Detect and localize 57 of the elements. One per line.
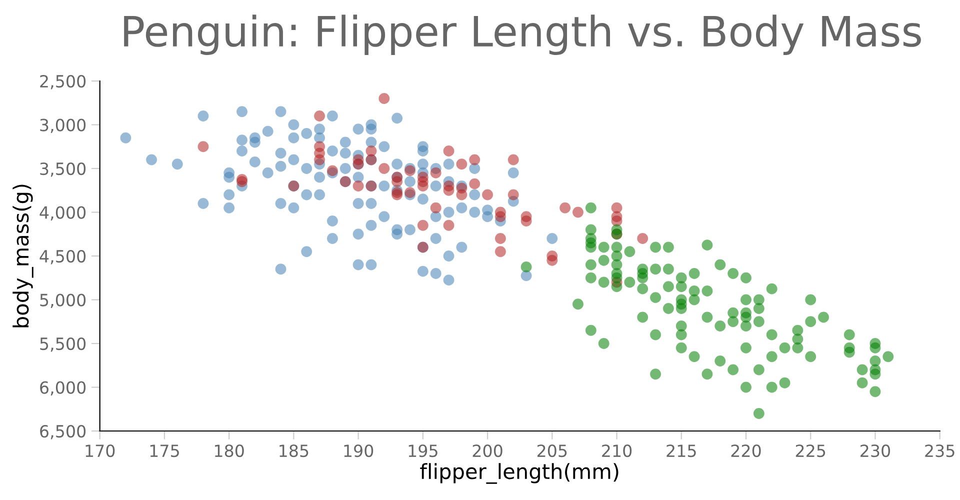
- point: [352, 180, 364, 192]
- point: [314, 154, 325, 166]
- x-tick-label: 225: [796, 444, 826, 458]
- point: [430, 167, 442, 178]
- point: [520, 216, 532, 226]
- y-tick-label: 5,000: [40, 294, 86, 308]
- point: [494, 246, 506, 258]
- y-tick-label: 3,000: [40, 118, 86, 134]
- point: [469, 154, 480, 166]
- point: [314, 110, 325, 122]
- x-tick-label: 210: [602, 444, 632, 458]
- point: [443, 220, 454, 231]
- point: [469, 178, 480, 190]
- point: [378, 93, 390, 104]
- x-axis-title: flipper_length(mm): [420, 463, 618, 484]
- y-tick-label: 6,500: [40, 424, 86, 440]
- y-axis-title: body_mass(g): [12, 184, 34, 328]
- point: [392, 176, 403, 188]
- point: [494, 211, 506, 222]
- point: [198, 141, 209, 152]
- x-tick-label: 215: [666, 444, 696, 458]
- point: [572, 206, 584, 218]
- point: [560, 202, 571, 214]
- point: [508, 189, 519, 200]
- point: [482, 189, 493, 200]
- x-tick-label: 180: [214, 444, 244, 458]
- point: [508, 154, 519, 166]
- point: [443, 146, 454, 156]
- point: [404, 165, 416, 176]
- point: [378, 163, 390, 174]
- x-tick-label: 170: [86, 444, 115, 458]
- y-tick-label: 3,500: [40, 162, 86, 177]
- point: [546, 254, 558, 266]
- point: [456, 189, 468, 200]
- x-tick-label: 190: [344, 444, 374, 458]
- y-tick-label: 4,500: [40, 250, 86, 264]
- point: [443, 180, 454, 192]
- point: [236, 176, 248, 188]
- y-tick-label: 2,500: [40, 74, 86, 90]
- x-tick-label: 205: [537, 444, 567, 458]
- point: [417, 180, 428, 192]
- x-tick-label: 230: [860, 444, 890, 458]
- point: [417, 220, 428, 231]
- x-tick-label: 185: [280, 444, 308, 458]
- point: [494, 233, 506, 244]
- x-tick-label: 235: [925, 444, 954, 458]
- x-tick-label: 220: [731, 444, 761, 458]
- point: [430, 202, 442, 214]
- chart-title: Penguin: Flipper Length vs. Body Mass: [124, 14, 921, 55]
- x-tick-label: 195: [408, 444, 438, 458]
- x-tick-label: 200: [472, 444, 502, 458]
- y-tick-label: 4,000: [40, 206, 86, 221]
- point: [456, 158, 468, 170]
- y-tick-label: 6,000: [40, 381, 86, 396]
- y-tick-label: 5,500: [40, 337, 86, 352]
- point: [637, 233, 648, 244]
- x-tick-label: 175: [150, 444, 179, 458]
